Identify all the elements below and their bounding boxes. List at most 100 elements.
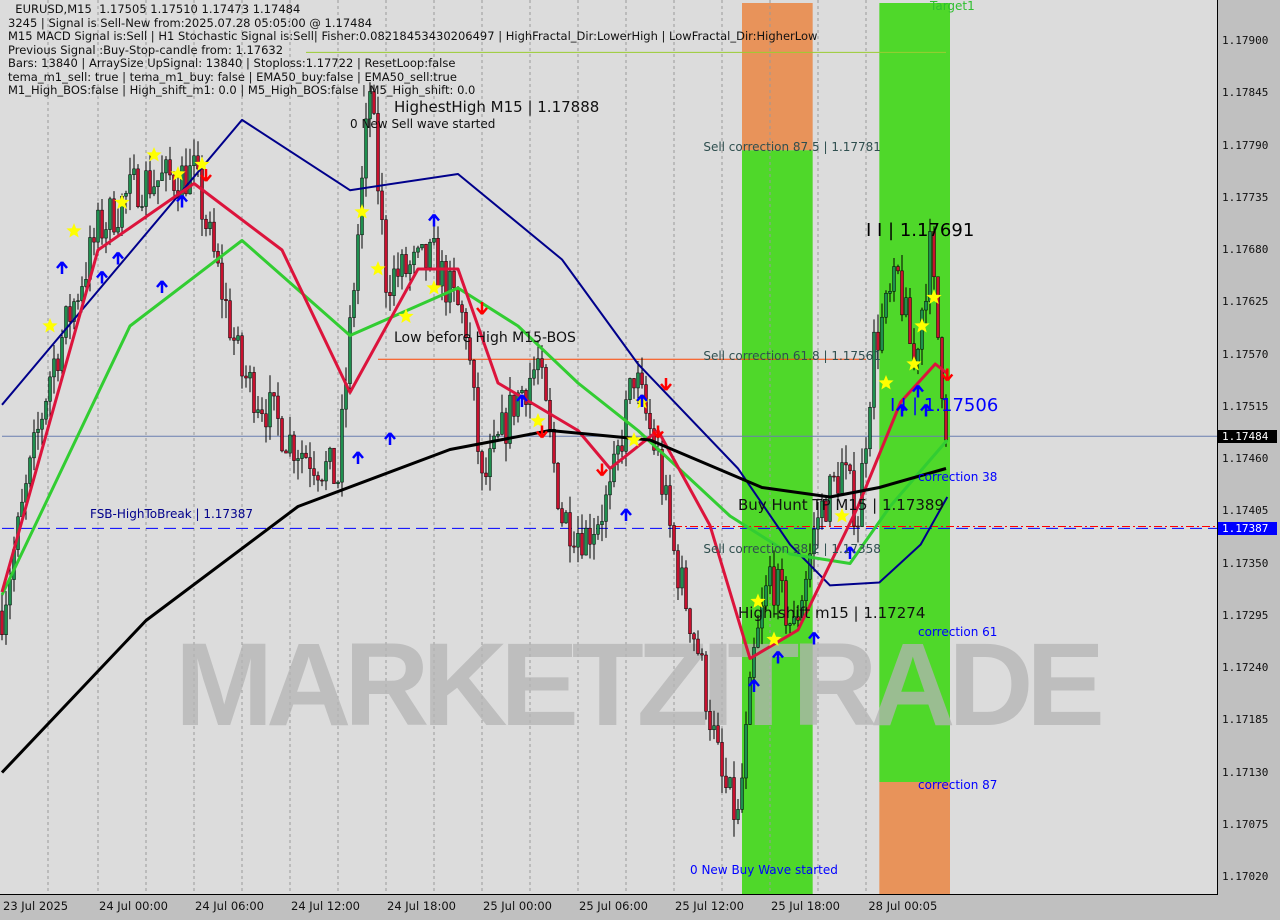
bull-candle	[64, 306, 68, 338]
bull-candle	[496, 434, 500, 437]
chart-annotation-label: correction 38	[918, 469, 998, 484]
signal-star-icon	[146, 147, 162, 162]
bear-candle	[620, 445, 624, 452]
bull-candle	[744, 724, 748, 779]
bull-candle	[160, 172, 164, 181]
chart-annotation-label: FSB-HighToBreak | 1.17387	[90, 506, 253, 521]
ema_slow-line	[1, 118, 949, 587]
bull-candle	[144, 170, 148, 207]
chart-annotation-label: HighestHigh M15 | 1.17888	[394, 98, 600, 117]
chart-annotation-label: Buy Hunt TP M15 | 1.17389	[738, 496, 945, 515]
chart-plot-area[interactable]	[0, 0, 1218, 895]
signal-star-icon	[170, 166, 186, 181]
bull-candle	[756, 627, 760, 648]
bear-candle	[732, 777, 736, 820]
bull-candle	[408, 264, 412, 274]
bull-candle	[124, 193, 128, 197]
time-tick-label: 25 Jul 00:00	[483, 899, 552, 913]
bull-candle	[916, 348, 920, 363]
bull-candle	[52, 358, 56, 378]
bull-candle	[592, 534, 596, 545]
bear-candle	[560, 508, 564, 524]
arrow-up-icon	[56, 261, 68, 274]
bear-candle	[112, 198, 116, 233]
chart-annotation-label: Sell correction 38.2 | 1.17358	[703, 541, 881, 556]
price-tick-label: 1.17515	[1222, 399, 1269, 413]
bull-candle	[440, 261, 444, 287]
arrow-up-icon	[384, 432, 396, 445]
bull-candle	[80, 286, 84, 301]
chart-annotation-label: I I | 1.17691	[866, 219, 975, 241]
time-tick-label: 24 Jul 18:00	[387, 899, 456, 913]
bear-candle	[724, 775, 728, 788]
signal-star-icon	[530, 413, 546, 428]
signal-star-icon	[354, 204, 370, 219]
bear-candle	[784, 580, 788, 626]
bull-candle	[500, 412, 504, 435]
signal-star-icon	[914, 318, 930, 333]
watermark-logo: MARKETZITRADE	[175, 619, 1105, 751]
bull-candle	[164, 159, 168, 174]
bear-candle	[580, 533, 584, 556]
bull-candle	[820, 500, 824, 519]
info-line: tema_m1_sell: true | tema_m1_buy: false …	[8, 70, 817, 85]
bear-candle	[200, 168, 204, 220]
bull-candle	[72, 301, 76, 322]
bear-candle	[684, 567, 688, 610]
bull-candle	[432, 238, 436, 243]
bull-candle	[4, 604, 8, 635]
bull-candle	[488, 448, 492, 478]
bull-candle	[152, 186, 156, 195]
bear-candle	[640, 372, 644, 385]
info-line: Previous Signal :Buy-Stop-candle from: 1…	[8, 42, 817, 58]
arrow-up-icon	[352, 451, 364, 464]
price-tick-label: 1.17350	[1222, 556, 1269, 570]
chart-annotation-label: 0 New Buy Wave started	[690, 863, 838, 877]
info-line-text: Previous Signal :Buy-Stop-candle from: 1…	[8, 42, 284, 57]
time-tick-label: 24 Jul 12:00	[291, 899, 360, 913]
bear-candle	[436, 238, 440, 287]
bear-candle	[476, 387, 480, 452]
price-tick-label: 1.17900	[1222, 34, 1269, 47]
arrow-up-icon	[748, 679, 760, 692]
bear-candle	[716, 725, 720, 743]
bull-candle	[776, 569, 780, 606]
bull-candle	[28, 457, 32, 484]
bear-candle	[504, 412, 508, 444]
chart-annotation-label: High-shift m15 | 1.17274	[738, 603, 926, 622]
price-tick-label: 1.17735	[1222, 190, 1269, 204]
bull-candle	[928, 231, 932, 302]
bear-candle	[284, 450, 288, 454]
bull-candle	[616, 445, 620, 455]
ema_long-line	[0, 429, 947, 774]
bear-candle	[380, 190, 384, 220]
bear-candle	[304, 452, 308, 458]
bull-candle	[628, 378, 632, 400]
bear-candle	[272, 392, 276, 397]
bear-candle	[668, 485, 672, 526]
bear-candle	[708, 711, 712, 731]
bull-candle	[96, 209, 100, 243]
bull-candle	[828, 475, 832, 522]
arrow-down-icon	[200, 169, 212, 182]
bear-candle	[844, 462, 848, 466]
info-line: M1_High_BOS:false | High_shift_m1: 0.0 |…	[8, 83, 817, 98]
bull-candle	[576, 533, 580, 548]
arrow-down-icon	[660, 378, 672, 391]
bull-candle	[192, 155, 196, 167]
bull-candle	[420, 244, 424, 249]
signal-star-icon	[926, 289, 942, 304]
arrow-up-icon	[112, 251, 124, 265]
bear-candle	[388, 292, 392, 296]
info-line: EURUSD,M15 1.17505 1.17510 1.17473 1.174…	[8, 2, 817, 17]
signal-star-icon	[878, 375, 894, 390]
bear-candle	[404, 254, 408, 274]
bull-candle	[448, 270, 452, 303]
arrow-up-icon	[96, 270, 108, 284]
bear-candle	[316, 475, 320, 481]
bear-candle	[68, 306, 72, 322]
signal-band	[879, 782, 950, 894]
bull-candle	[528, 377, 532, 405]
price-tick-label: 1.17405	[1222, 504, 1269, 518]
bear-candle	[312, 468, 316, 476]
